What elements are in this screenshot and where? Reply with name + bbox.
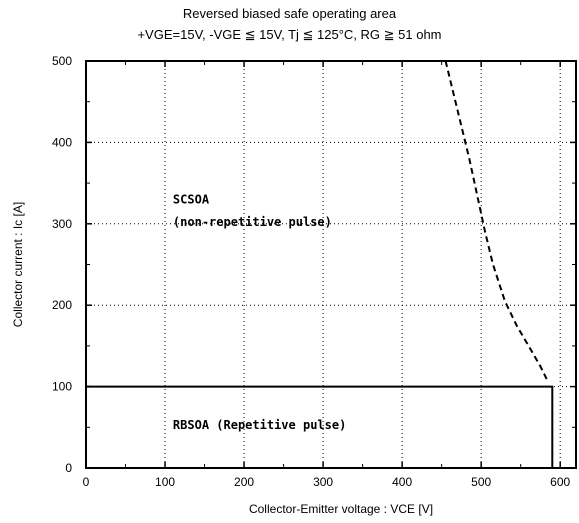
y-tick-label: 500 (52, 54, 72, 68)
plot-frame (85, 60, 577, 469)
grid-lines (86, 61, 576, 468)
y-tick-label: 400 (52, 135, 72, 149)
x-tick-label: 500 (471, 475, 491, 489)
y-axis-label: Collector current : Ic [A] (11, 202, 25, 327)
x-tick-label: 600 (550, 475, 570, 489)
annotations: SCSOA (non-repetitive pulse) RBSOA (Repeti… (173, 192, 346, 431)
y-tick-label: 100 (52, 380, 72, 394)
x-tick-label: 0 (83, 475, 90, 489)
annotation-label: RBSOA (Repetitive pulse) (173, 418, 346, 432)
chart-subtitle: +VGE=15V, -VGE ≦ 15V, Tj ≦ 125°C, RG ≧ 5… (137, 27, 442, 42)
axis-ticks: 0 100 200 300 400 500 600 0 100 200 300 400 500 (52, 54, 576, 489)
y-tick-label: 300 (52, 217, 72, 231)
chart-title: Reversed biased safe operating area (182, 6, 397, 21)
rbsoa-boundary-line (86, 385, 554, 468)
annotation-label: SCSOA (173, 192, 210, 206)
x-tick-label: 400 (392, 475, 412, 489)
series-group (86, 60, 554, 468)
annotation-label: (non-repetitive pulse) (173, 215, 332, 229)
y-tick-label: 200 (52, 298, 72, 312)
x-tick-label: 300 (313, 475, 333, 489)
y-tick-label: 0 (65, 461, 72, 475)
x-axis-label: Collector-Emitter voltage : VCE [V] (249, 502, 433, 516)
scsoa-boundary-line (444, 60, 550, 383)
x-tick-label: 200 (234, 475, 254, 489)
x-tick-label: 100 (155, 475, 175, 489)
